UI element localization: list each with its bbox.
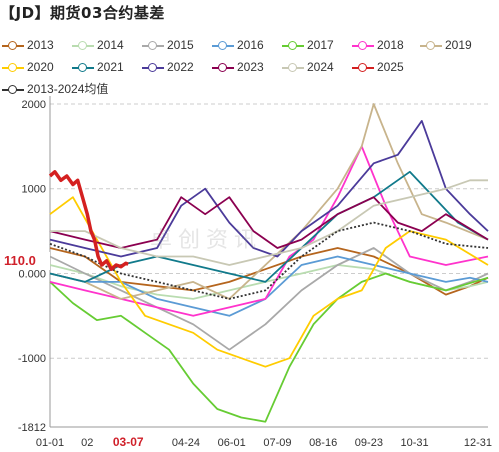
series-line-2017 [49, 272, 489, 423]
legend-label: 2021 [97, 60, 124, 74]
legend-marker-icon [142, 62, 164, 73]
legend-item[interactable]: 2022 [142, 58, 194, 76]
series-line-2020 [49, 196, 489, 368]
legend-marker-icon [282, 62, 304, 73]
x-tick-label: 02 [81, 437, 93, 449]
grid [49, 96, 488, 428]
legend-marker-icon [72, 62, 94, 73]
legend-item[interactable]: 2023 [212, 58, 264, 76]
series-line-2013-2024均值 [49, 221, 489, 300]
legend-label: 2025 [377, 60, 404, 74]
legend-item[interactable]: 2021 [72, 58, 124, 76]
x-tick-label: 04-24 [172, 437, 200, 449]
legend-marker-icon [2, 40, 24, 51]
legend-item[interactable]: 2013-2024均值 [2, 80, 108, 98]
legend-item[interactable]: 2013 [2, 36, 54, 54]
legend-marker-icon [212, 62, 234, 73]
watermark: 卓创资讯 [150, 228, 263, 253]
y-tick-label: 1000 [22, 184, 46, 196]
legend-label: 2017 [307, 38, 334, 52]
legend-label: 2014 [97, 38, 124, 52]
legend-marker-icon [282, 40, 304, 51]
y-tick-label: -1812 [18, 422, 46, 434]
y-tick-label: 2000 [22, 99, 46, 111]
legend-label: 2023 [237, 60, 264, 74]
legend-label: 2013 [27, 38, 54, 52]
series-line-2016 [49, 255, 489, 317]
legend-marker-icon [72, 40, 94, 51]
legend-label: 2016 [237, 38, 264, 52]
legend-marker-icon [352, 62, 374, 73]
legend-marker-icon [352, 40, 374, 51]
series-group [48, 103, 489, 423]
legend-marker-icon [142, 40, 164, 51]
x-tick-label: 03-07 [113, 435, 144, 449]
x-tick-label: 01-01 [36, 437, 64, 449]
x-tick-label: 08-16 [309, 437, 337, 449]
legend-label: 2024 [307, 60, 334, 74]
x-tick-label: 06-01 [218, 437, 246, 449]
x-axis: 01-01 02 03-07 04-24 06-01 07-09 08-16 09-23 10-… [36, 435, 492, 449]
chart-title: 【JD】期货03合约基差 [0, 4, 165, 22]
series-line-2013 [49, 247, 489, 296]
series-line-2025 [48, 170, 129, 271]
y-tick-label: -1000 [18, 353, 46, 365]
legend-label: 2015 [167, 38, 194, 52]
x-tick-label: 12-31 [464, 437, 492, 449]
legend-item[interactable]: 2015 [142, 36, 194, 54]
legend-label: 2018 [377, 38, 404, 52]
legend-item[interactable]: 2020 [2, 58, 54, 76]
legend-item[interactable]: 2018 [352, 36, 404, 54]
legend-item[interactable]: 2019 [420, 36, 472, 54]
legend-label: 2020 [27, 60, 54, 74]
series-line-2018 [49, 145, 489, 317]
series-line-2023 [49, 196, 489, 249]
legend-label: 2019 [445, 38, 472, 52]
series-line-2015 [49, 247, 489, 351]
legend-marker-icon [420, 40, 442, 51]
x-tick-label: 10-31 [401, 437, 429, 449]
legend-label: 2013-2024均值 [27, 82, 109, 96]
legend-label: 2022 [167, 60, 194, 74]
legend-item[interactable]: 2014 [72, 36, 124, 54]
series-line-2019 [49, 103, 489, 300]
x-tick-label: 07-09 [263, 437, 291, 449]
legend-item[interactable]: 2017 [282, 36, 334, 54]
y-tick-label: 0.000 [18, 268, 46, 280]
legend-item[interactable]: 2016 [212, 36, 264, 54]
legend-item[interactable]: 2025 [352, 58, 404, 76]
y-axis: 2000 1000 0.000 -1000 -1812 [18, 99, 46, 434]
current-value-label: 110.0 [0, 252, 50, 270]
legend-marker-icon [2, 84, 24, 95]
legend-marker-icon [212, 40, 234, 51]
series-line-2024 [50, 179, 488, 266]
legend-item[interactable]: 2024 [282, 58, 334, 76]
x-tick-label: 09-23 [355, 437, 383, 449]
legend-marker-icon [2, 62, 24, 73]
series-line-2022 [49, 120, 489, 258]
